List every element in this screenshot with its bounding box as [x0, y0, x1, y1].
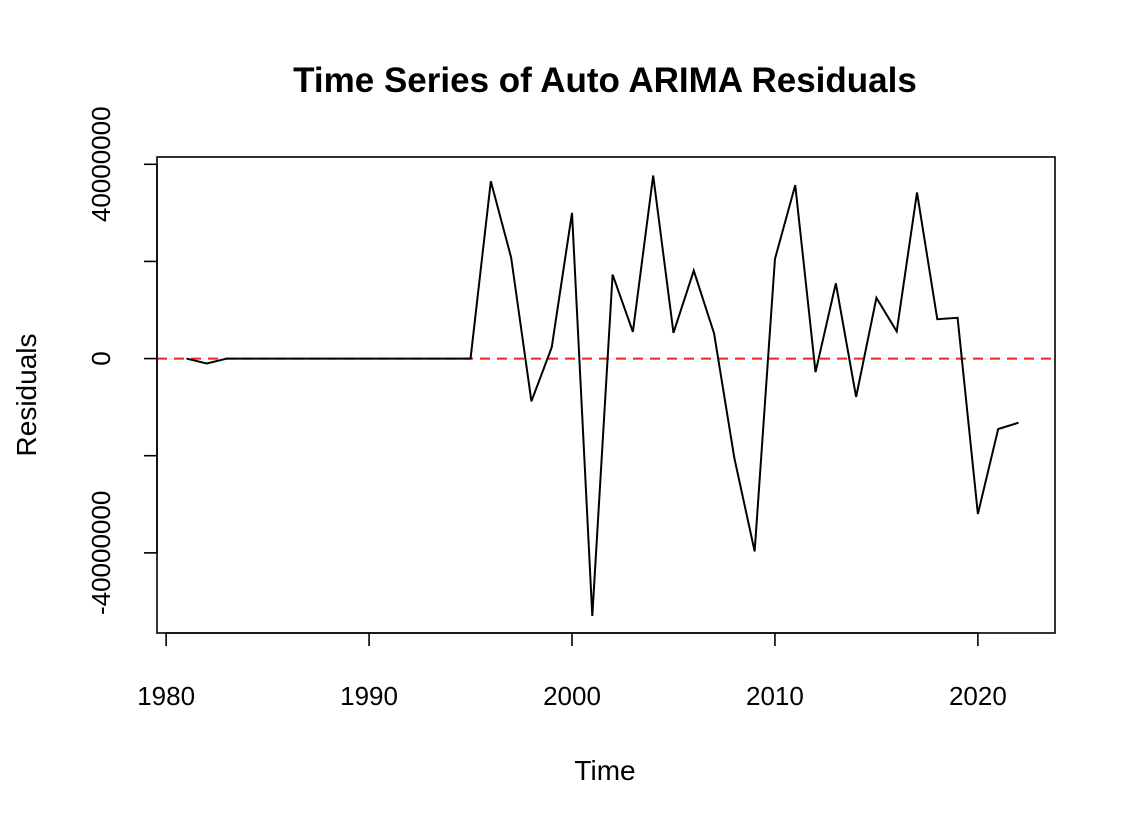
x-tick-label: 1980	[137, 681, 195, 711]
chart-title: Time Series of Auto ARIMA Residuals	[293, 61, 917, 100]
x-axis-label: Time	[574, 755, 635, 786]
x-tick-label: 2020	[949, 681, 1007, 711]
residuals-series-line	[186, 175, 1019, 617]
y-tick-label: 40000000	[86, 106, 116, 222]
x-tick-label: 1990	[340, 681, 398, 711]
x-tick-label: 2000	[543, 681, 601, 711]
x-axis: 1980 1990 2000 2010 2020	[137, 632, 1007, 711]
y-tick-label: -40000000	[86, 491, 116, 615]
y-tick-label: 0	[86, 351, 116, 365]
x-tick-label: 2010	[746, 681, 804, 711]
y-axis-label: Residuals	[11, 334, 42, 457]
y-axis: -40000000 0 40000000	[86, 106, 158, 615]
